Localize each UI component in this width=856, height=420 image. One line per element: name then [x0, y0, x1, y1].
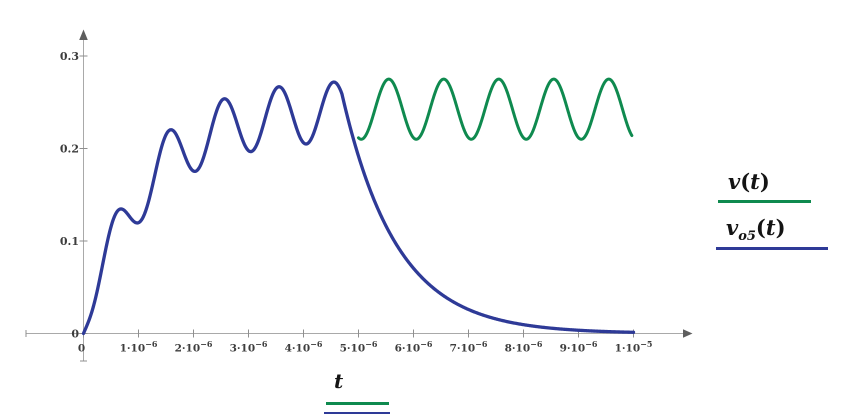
x-tick-label: 2·10−6: [175, 339, 213, 355]
y-tick-label: 0: [71, 328, 79, 341]
legend-trace-swatch: [716, 247, 828, 250]
x-tick-label: 3·10−6: [230, 339, 268, 355]
x-tick-label: 1·10−5: [615, 339, 653, 355]
x-tick-label: 0: [78, 343, 85, 355]
trace-v: [357, 77, 634, 141]
x-tick-label: 1·10−6: [120, 339, 158, 355]
x-axis-label: t: [334, 369, 344, 393]
x-axis-arrow: [683, 329, 693, 338]
legend-entry-label: v(t): [728, 169, 770, 194]
x-tick-label: 8·10−6: [505, 339, 543, 355]
y-tick-label: 0.2: [60, 143, 79, 156]
x-legend-rule-blue: [324, 411, 390, 414]
trace-legend: v(t) vo5(t): [716, 171, 850, 250]
legend-entry-label: vo5(t): [726, 215, 786, 245]
y-tick-label: 0.3: [60, 50, 79, 63]
trace-vo5: [81, 80, 636, 336]
x-tick-label: 5·10−6: [340, 339, 378, 355]
legend-trace-swatch: [718, 200, 811, 203]
x-tick-label: 6·10−6: [395, 339, 433, 355]
x-tick-label: 4·10−6: [285, 339, 323, 355]
x-axis-label-block: t: [324, 370, 391, 414]
y-tick-label: 0.1: [60, 235, 79, 248]
y-axis-arrow: [79, 29, 88, 40]
legend-entry: vo5(t): [716, 216, 850, 250]
x-legend-rule-green: [326, 402, 389, 405]
legend-entry: v(t): [716, 171, 850, 203]
x-tick-label: 9·10−6: [560, 339, 598, 355]
x-tick-label: 7·10−6: [450, 339, 488, 355]
